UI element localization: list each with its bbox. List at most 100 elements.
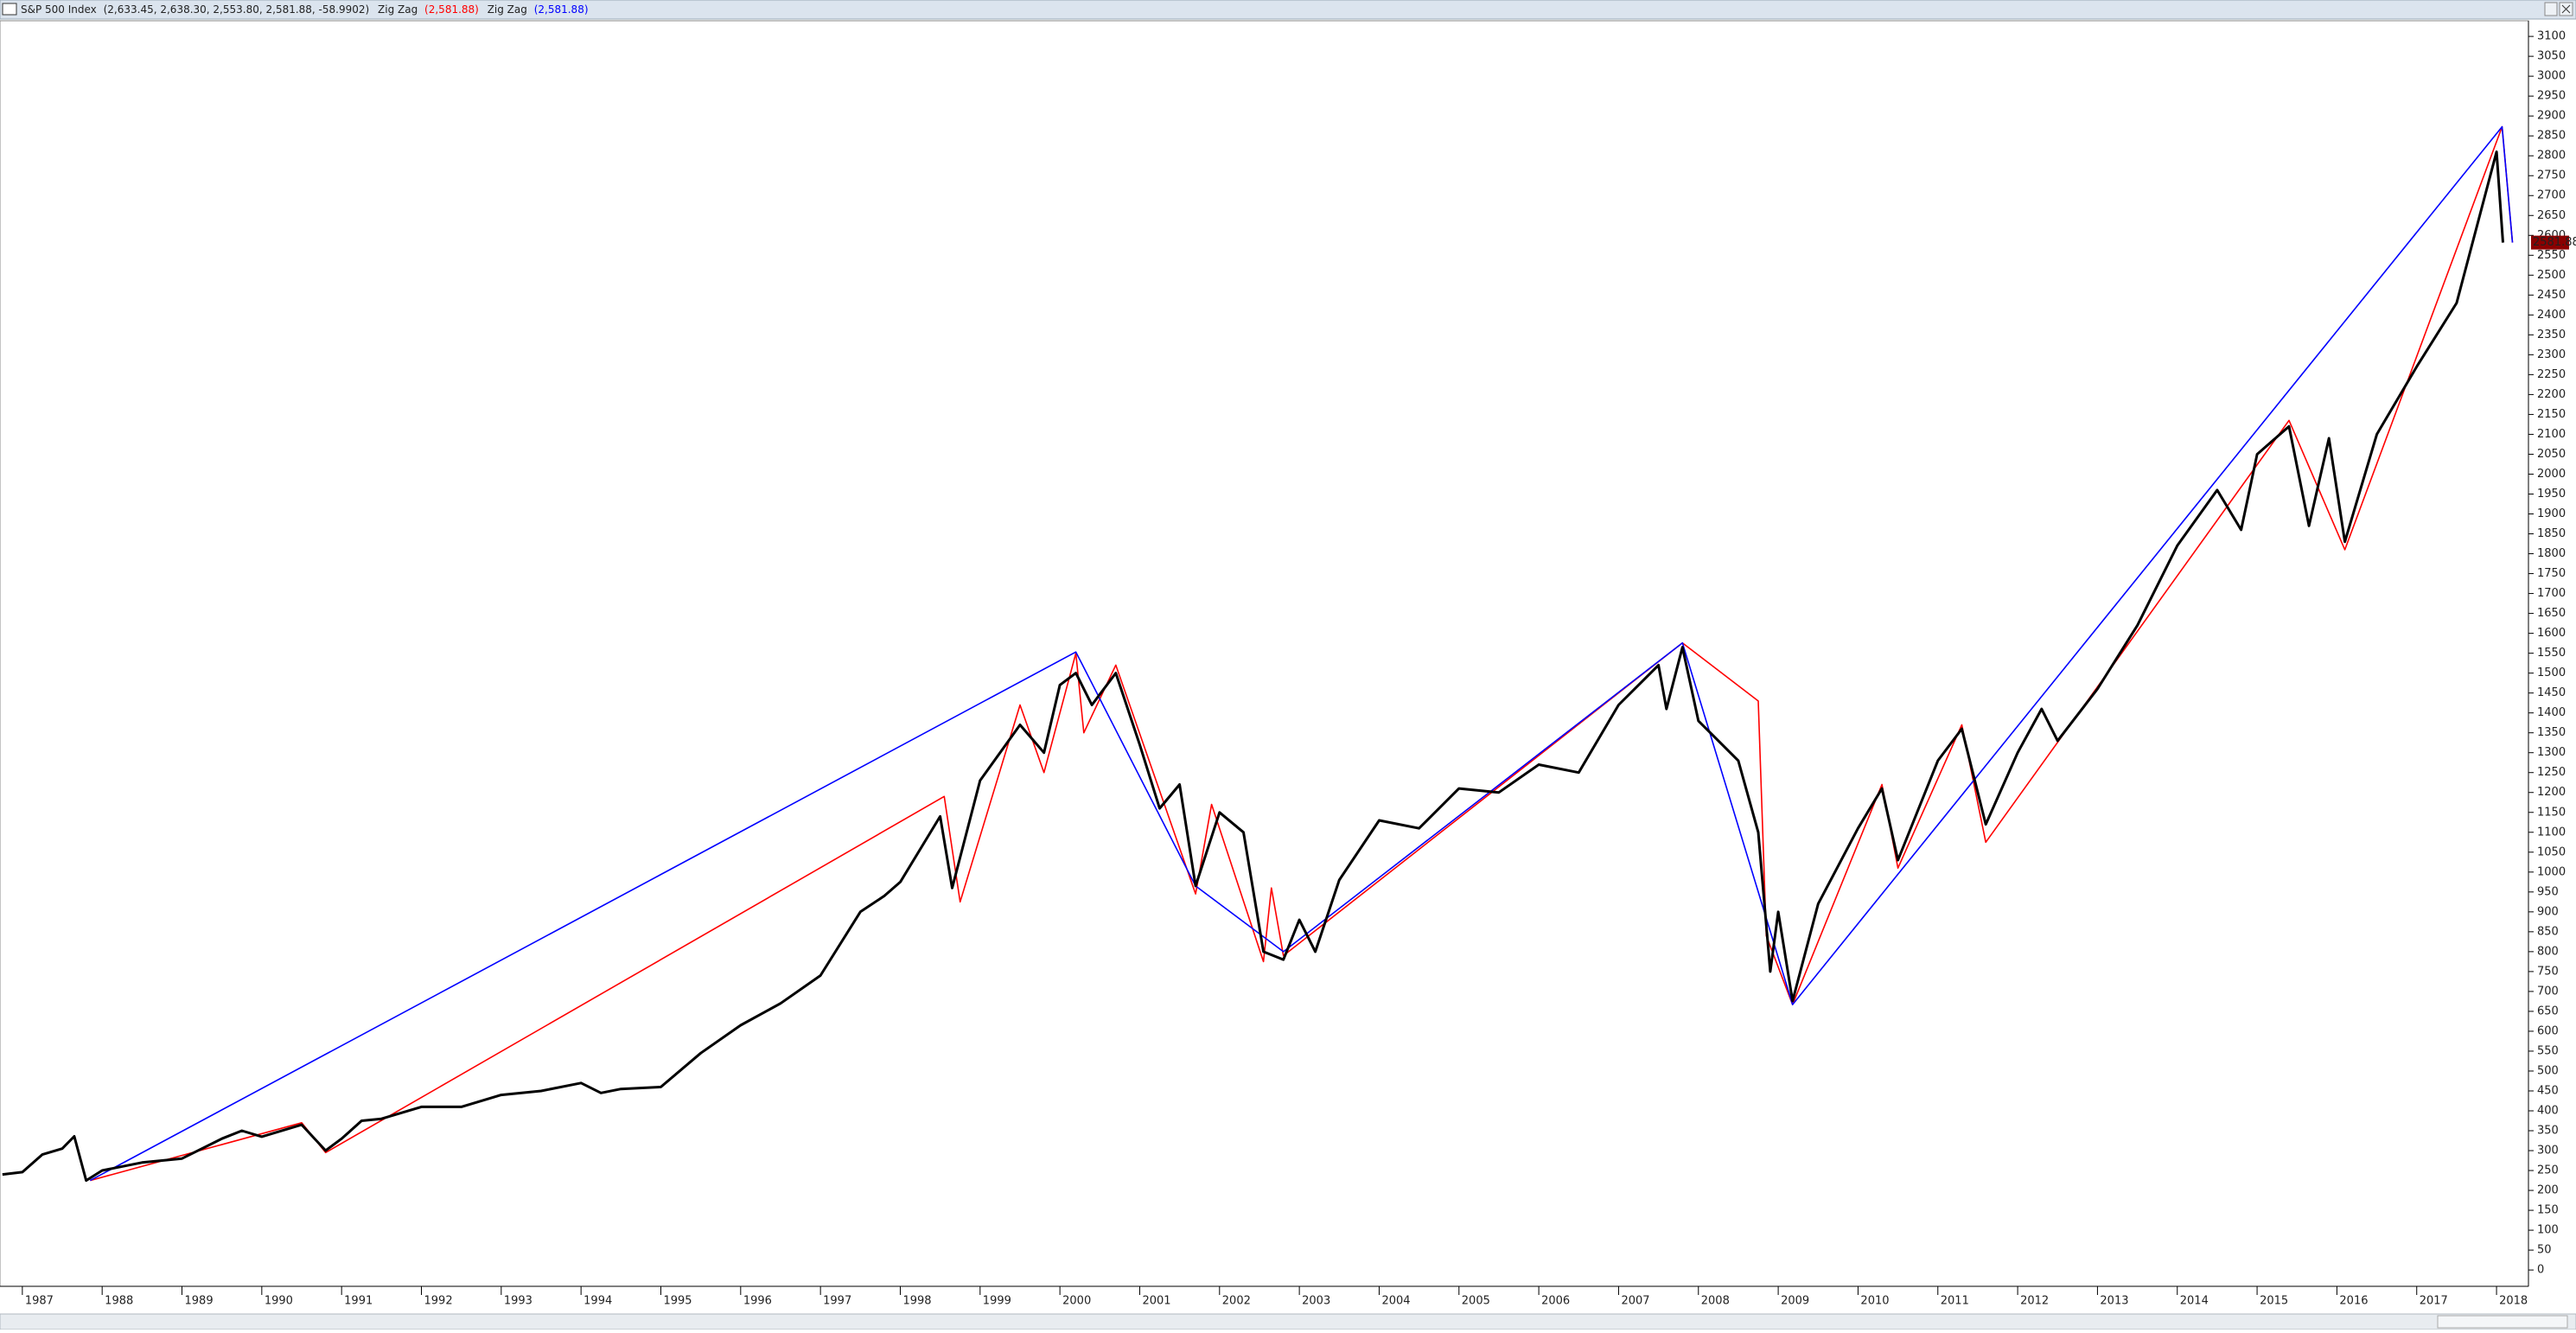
x-tick-label: 2009 <box>1781 1295 1809 1308</box>
y-tick-label: 2000 <box>2537 468 2566 481</box>
y-tick-label: 1500 <box>2537 666 2566 679</box>
y-tick-label: 750 <box>2537 965 2559 978</box>
y-tick-label: 300 <box>2537 1145 2559 1158</box>
y-tick-label: 2650 <box>2537 209 2566 222</box>
header: S&P 500 Index (2,633.45, 2,638.30, 2,553… <box>21 3 589 16</box>
y-tick-label: 700 <box>2537 985 2559 998</box>
y-tick-label: 250 <box>2537 1164 2559 1177</box>
y-tick-label: 2250 <box>2537 368 2566 381</box>
x-tick-label: 2000 <box>1062 1295 1091 1308</box>
y-tick-label: 400 <box>2537 1104 2559 1117</box>
x-tick-label: 1997 <box>823 1295 851 1308</box>
y-tick-label: 2400 <box>2537 309 2566 322</box>
x-tick-label: 2002 <box>1222 1295 1251 1308</box>
y-tick-label: 1450 <box>2537 686 2566 699</box>
y-tick-label: 2300 <box>2537 348 2566 361</box>
y-tick-label: 2550 <box>2537 249 2566 262</box>
navigation-buttons[interactable] <box>2437 1315 2568 1329</box>
y-tick-label: 1850 <box>2537 527 2566 540</box>
last-price-label: 2581.88 <box>2533 236 2576 249</box>
x-tick-label: 2008 <box>1701 1295 1730 1308</box>
y-tick-label: 2450 <box>2537 289 2566 302</box>
y-tick-label: 450 <box>2537 1084 2559 1097</box>
x-tick-label: 2014 <box>2180 1295 2209 1308</box>
close-icon <box>2561 4 2571 14</box>
y-tick-label: 2950 <box>2537 90 2566 103</box>
y-tick-label: 3100 <box>2537 30 2566 43</box>
y-tick-label: 1250 <box>2537 766 2566 779</box>
ohlc-values: (2,633.45, 2,638.30, 2,553.80, 2,581.88,… <box>104 3 370 16</box>
x-tick-label: 1990 <box>265 1295 293 1308</box>
y-tick-label: 600 <box>2537 1024 2559 1037</box>
y-tick-label: 1150 <box>2537 806 2566 819</box>
y-tick-label: 2850 <box>2537 130 2566 143</box>
x-tick-label: 2015 <box>2260 1295 2288 1308</box>
x-tick-label: 2001 <box>1142 1295 1170 1308</box>
x-tick-label: 2011 <box>1941 1295 1969 1308</box>
x-tick-label: 2006 <box>1541 1295 1570 1308</box>
y-tick-label: 3000 <box>2537 70 2566 83</box>
y-tick-label: 1050 <box>2537 845 2566 858</box>
x-tick-label: 2018 <box>2499 1295 2528 1308</box>
y-tick-label: 2800 <box>2537 150 2566 163</box>
y-tick-label: 500 <box>2537 1064 2559 1077</box>
y-tick-label: 2750 <box>2537 169 2566 182</box>
x-tick-label: 2016 <box>2339 1295 2368 1308</box>
y-tick-label: 1000 <box>2537 865 2566 878</box>
y-tick-label: 1100 <box>2537 826 2566 839</box>
y-tick-label: 650 <box>2537 1005 2559 1017</box>
y-tick-label: 950 <box>2537 885 2559 898</box>
series-name: Zig Zag <box>378 3 418 16</box>
y-tick-label: 1300 <box>2537 746 2566 759</box>
y-tick-label: 1750 <box>2537 567 2566 580</box>
x-tick-label: 1989 <box>185 1295 214 1308</box>
y-tick-label: 1550 <box>2537 647 2566 660</box>
y-tick-label: 2350 <box>2537 328 2566 341</box>
x-tick-label: 1995 <box>663 1295 692 1308</box>
y-tick-label: 1950 <box>2537 488 2566 501</box>
x-tick-label: 1988 <box>105 1295 133 1308</box>
series-line <box>2 150 2504 1183</box>
window-icon <box>2 3 17 16</box>
last-price-box <box>2531 235 2569 250</box>
x-tick-label: 2010 <box>1860 1295 1889 1308</box>
series-line <box>89 125 2514 1182</box>
x-tick-label: 1996 <box>743 1295 772 1308</box>
x-tick-label: 2017 <box>2420 1295 2448 1308</box>
y-tick-label: 150 <box>2537 1204 2559 1217</box>
series-value: (2,581.88) <box>534 3 589 16</box>
y-tick-label: 200 <box>2537 1184 2559 1197</box>
series-value: (2,581.88) <box>424 3 479 16</box>
y-tick-label: 2900 <box>2537 110 2566 123</box>
y-tick-label: 800 <box>2537 945 2559 958</box>
x-tick-label: 1999 <box>983 1295 1011 1308</box>
y-tick-label: 2050 <box>2537 448 2566 461</box>
y-tick-label: 2500 <box>2537 269 2566 282</box>
y-tick-label: 0 <box>2537 1264 2544 1277</box>
x-tick-label: 2005 <box>1462 1295 1490 1308</box>
y-tick-label: 1700 <box>2537 587 2566 600</box>
y-tick-label: 350 <box>2537 1125 2559 1138</box>
plot-area <box>0 20 2529 1287</box>
y-tick-label: 1900 <box>2537 507 2566 520</box>
y-tick-label: 50 <box>2537 1244 2552 1257</box>
y-tick-label: 850 <box>2537 925 2559 938</box>
y-tick-label: 2700 <box>2537 189 2566 202</box>
y-tick-label: 1400 <box>2537 706 2566 719</box>
y-tick-label: 1600 <box>2537 627 2566 640</box>
y-tick-label: 3050 <box>2537 50 2566 63</box>
title-bar <box>0 0 2576 20</box>
x-tick-label: 1993 <box>504 1295 532 1308</box>
x-tick-label: 1987 <box>25 1295 54 1308</box>
y-tick-label: 2200 <box>2537 388 2566 401</box>
y-tick-label: 900 <box>2537 905 2559 918</box>
y-tick-label: 100 <box>2537 1224 2559 1237</box>
x-tick-label: 2012 <box>2020 1295 2049 1308</box>
x-tick-label: 2004 <box>1381 1295 1410 1308</box>
y-tick-label: 1200 <box>2537 786 2566 799</box>
y-tick-label: 1650 <box>2537 607 2566 620</box>
x-tick-label: 1998 <box>902 1295 931 1308</box>
restore-button[interactable] <box>2544 2 2558 16</box>
